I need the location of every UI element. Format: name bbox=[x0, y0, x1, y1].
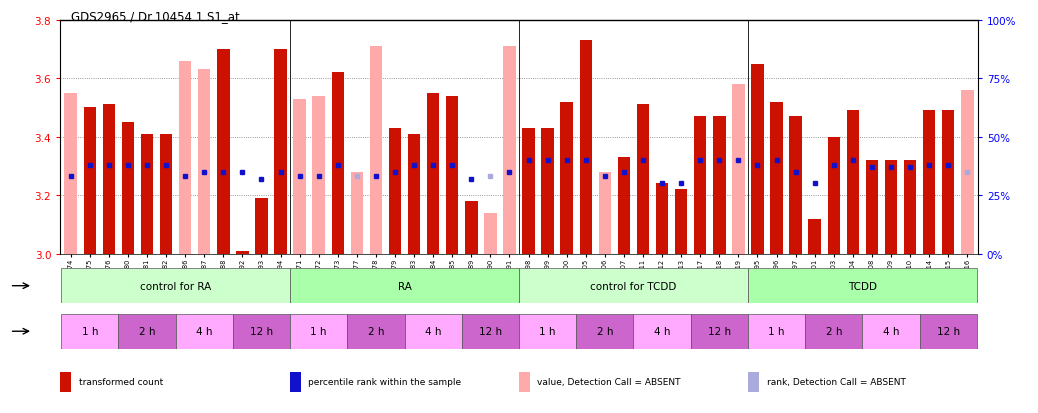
Text: 2 h: 2 h bbox=[597, 326, 613, 337]
Bar bbox=[61, 314, 118, 349]
Bar bbox=[175, 314, 233, 349]
Text: GDS2965 / Dr.10454.1.S1_at: GDS2965 / Dr.10454.1.S1_at bbox=[71, 10, 240, 23]
Text: 1 h: 1 h bbox=[540, 326, 556, 337]
Bar bbox=[462, 314, 519, 349]
Text: control for TCDD: control for TCDD bbox=[591, 281, 677, 291]
Text: 4 h: 4 h bbox=[425, 326, 441, 337]
Bar bbox=[863, 314, 920, 349]
Bar bbox=[348, 314, 405, 349]
Bar bbox=[770, 102, 783, 254]
Bar bbox=[64, 94, 77, 254]
Bar bbox=[923, 111, 935, 254]
Bar bbox=[847, 111, 859, 254]
Bar bbox=[790, 117, 801, 254]
Bar bbox=[446, 97, 459, 254]
Bar bbox=[675, 190, 687, 254]
Bar bbox=[331, 73, 344, 254]
Bar bbox=[405, 314, 462, 349]
Bar bbox=[943, 111, 954, 254]
Bar bbox=[141, 134, 154, 254]
Bar bbox=[920, 314, 977, 349]
Text: RA: RA bbox=[398, 281, 411, 291]
Bar bbox=[522, 128, 535, 254]
Bar bbox=[961, 91, 974, 254]
Bar bbox=[237, 251, 248, 254]
Bar bbox=[713, 117, 726, 254]
Bar bbox=[542, 128, 554, 254]
Text: value, Detection Call = ABSENT: value, Detection Call = ABSENT bbox=[538, 377, 681, 387]
Bar bbox=[351, 172, 363, 254]
Text: 1 h: 1 h bbox=[82, 326, 98, 337]
Bar bbox=[290, 314, 348, 349]
Bar bbox=[408, 134, 420, 254]
Bar bbox=[389, 128, 402, 254]
Text: 12 h: 12 h bbox=[479, 326, 502, 337]
Bar bbox=[118, 314, 175, 349]
Bar bbox=[636, 105, 649, 254]
Bar bbox=[121, 123, 134, 254]
Bar bbox=[561, 102, 573, 254]
Bar bbox=[694, 117, 707, 254]
Text: 1 h: 1 h bbox=[310, 326, 327, 337]
Bar bbox=[519, 314, 576, 349]
Bar bbox=[752, 64, 764, 254]
Bar bbox=[294, 100, 306, 254]
Bar bbox=[370, 47, 382, 254]
Text: 4 h: 4 h bbox=[654, 326, 671, 337]
Text: transformed count: transformed count bbox=[79, 377, 163, 387]
Bar bbox=[579, 41, 592, 254]
Bar bbox=[748, 372, 760, 392]
Text: TCDD: TCDD bbox=[848, 281, 877, 291]
Bar bbox=[827, 138, 840, 254]
Bar bbox=[60, 372, 72, 392]
Bar bbox=[690, 314, 748, 349]
Text: control for RA: control for RA bbox=[140, 281, 212, 291]
Bar bbox=[805, 314, 863, 349]
Bar bbox=[809, 219, 821, 254]
Bar bbox=[503, 47, 516, 254]
Text: 2 h: 2 h bbox=[825, 326, 842, 337]
Text: 12 h: 12 h bbox=[250, 326, 273, 337]
Text: 2 h: 2 h bbox=[139, 326, 156, 337]
Bar bbox=[599, 172, 611, 254]
Bar bbox=[748, 268, 977, 304]
Text: percentile rank within the sample: percentile rank within the sample bbox=[308, 377, 461, 387]
Bar bbox=[576, 314, 633, 349]
Bar bbox=[884, 161, 897, 254]
Bar bbox=[484, 213, 496, 254]
Bar bbox=[233, 314, 290, 349]
Bar bbox=[519, 268, 748, 304]
Text: 12 h: 12 h bbox=[936, 326, 960, 337]
Bar bbox=[84, 108, 95, 254]
Bar bbox=[618, 158, 630, 254]
Bar bbox=[217, 50, 229, 254]
Bar bbox=[255, 199, 268, 254]
Bar bbox=[103, 105, 115, 254]
Bar bbox=[656, 184, 668, 254]
Bar bbox=[465, 202, 477, 254]
Bar bbox=[290, 268, 519, 304]
Bar bbox=[160, 134, 172, 254]
Bar bbox=[274, 50, 286, 254]
Bar bbox=[904, 161, 917, 254]
Text: 4 h: 4 h bbox=[882, 326, 899, 337]
Bar bbox=[427, 94, 439, 254]
Bar bbox=[290, 372, 301, 392]
Text: 1 h: 1 h bbox=[768, 326, 785, 337]
Text: rank, Detection Call = ABSENT: rank, Detection Call = ABSENT bbox=[767, 377, 905, 387]
Bar bbox=[748, 314, 805, 349]
Bar bbox=[866, 161, 878, 254]
Bar bbox=[519, 372, 530, 392]
Bar bbox=[312, 97, 325, 254]
Text: 12 h: 12 h bbox=[708, 326, 731, 337]
Text: 2 h: 2 h bbox=[367, 326, 384, 337]
Bar bbox=[198, 70, 211, 254]
Bar bbox=[633, 314, 690, 349]
Bar bbox=[732, 85, 744, 254]
Text: 4 h: 4 h bbox=[196, 326, 213, 337]
Bar bbox=[61, 268, 290, 304]
Bar bbox=[179, 62, 191, 254]
